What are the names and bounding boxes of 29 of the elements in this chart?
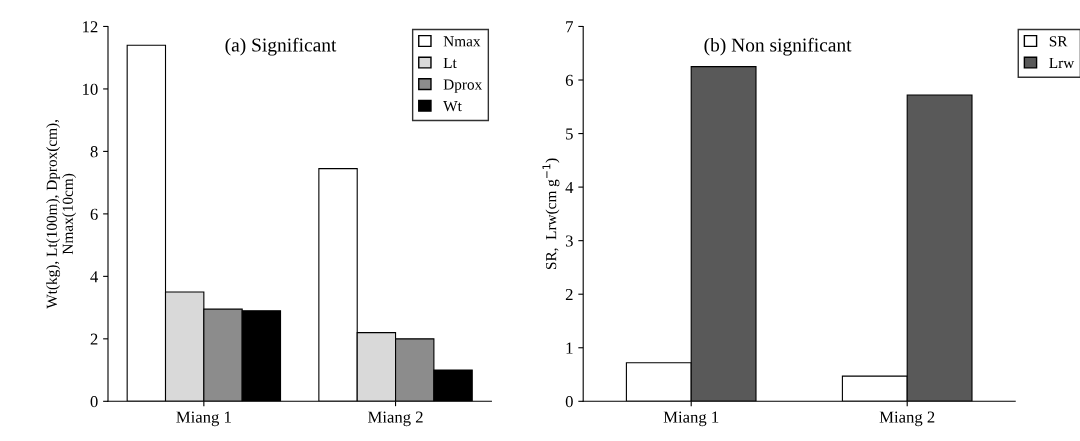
legend-label: Dprox	[443, 79, 483, 93]
legend-label: SR	[1049, 36, 1068, 47]
legend-label: Lt	[443, 57, 457, 69]
y-tick-label: 7	[566, 21, 573, 33]
y-tick-label: 12	[83, 21, 98, 33]
y-tick-label: 6	[565, 74, 573, 86]
y-axis-title: Wt(kg), Lt(100m), Dprox(cm), Nmax(10cm)	[46, 120, 77, 309]
legend-label: Nmax	[443, 36, 481, 47]
y-tick-label: 10	[83, 83, 98, 95]
y-tick-label: 2	[565, 288, 573, 300]
text: (a) Significant	[225, 37, 337, 56]
y-tick-label: 4	[90, 271, 99, 283]
y-tick-label: 5	[566, 128, 573, 140]
text: (b) Non significant	[704, 37, 852, 56]
legend-label: Wt	[443, 101, 462, 112]
legend-label: Lrw	[1049, 57, 1075, 69]
y-axis-title: SR, Lrw(cm g$^{−1}$)	[542, 158, 560, 270]
x-tick-label: Miang 2	[368, 411, 423, 427]
y-tick-label: 0	[90, 396, 98, 408]
y-tick-label: 4	[565, 181, 574, 193]
x-tick-label: Miang 1	[663, 411, 719, 427]
x-tick-label: Miang 2	[879, 411, 935, 427]
y-tick-label: 8	[90, 146, 98, 158]
y-tick-label: 2	[90, 333, 98, 345]
x-tick-label: Miang 1	[176, 411, 231, 427]
y-tick-label: 0	[565, 396, 573, 408]
y-tick-label: 3	[565, 235, 573, 247]
y-tick-label: 6	[90, 208, 98, 220]
y-tick-label: 1	[566, 342, 573, 354]
